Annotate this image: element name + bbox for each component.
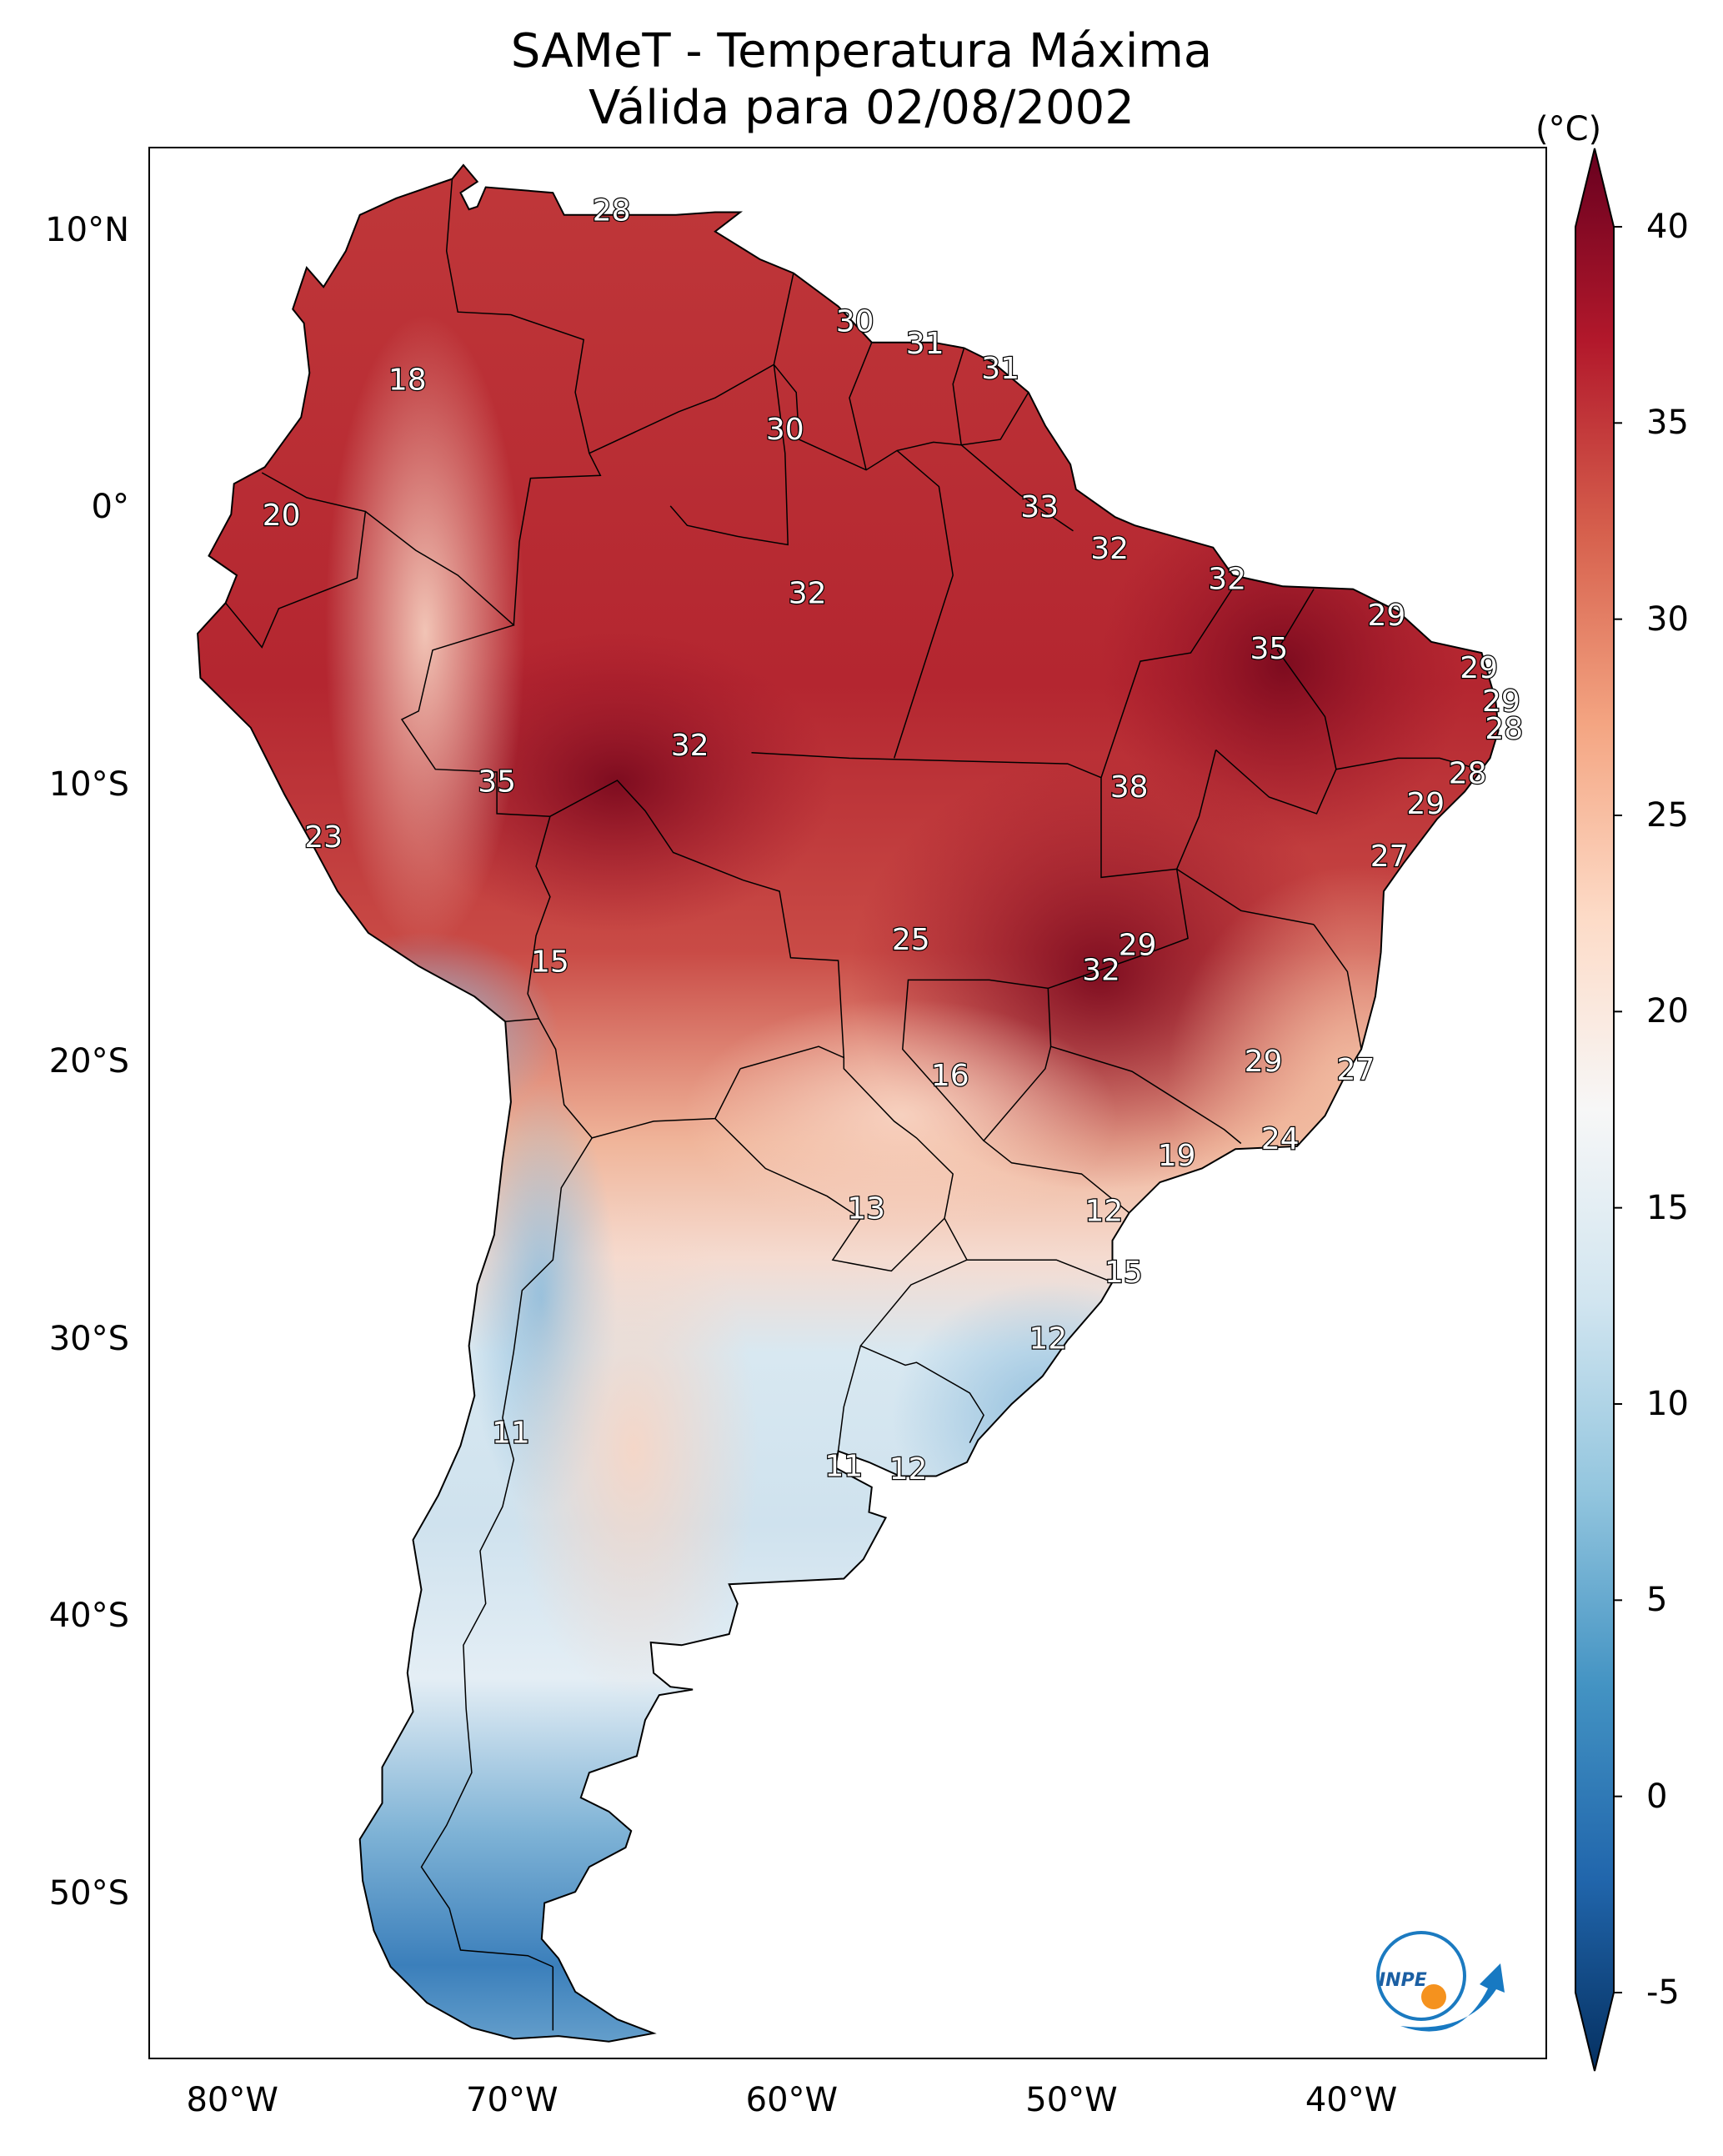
border-line bbox=[1313, 924, 1362, 1050]
temperature-label: 35 bbox=[478, 765, 516, 799]
longitude-tick-label: 50°W bbox=[1025, 2081, 1118, 2119]
colorbar bbox=[1575, 148, 1622, 2072]
border-line bbox=[669, 364, 789, 546]
colorbar-tick-label: 5 bbox=[1646, 1581, 1668, 1620]
border-line bbox=[1047, 869, 1242, 1145]
border-line bbox=[849, 342, 873, 470]
temperature-label: 11 bbox=[824, 1450, 863, 1484]
temperature-label: 12 bbox=[1084, 1195, 1123, 1229]
colorbar-unit: (°C) bbox=[1535, 110, 1602, 148]
temperature-label: 15 bbox=[531, 945, 569, 979]
country-borders bbox=[225, 178, 1480, 2031]
temperature-label: 31 bbox=[906, 327, 944, 361]
map-subtitle: Válida para 02/08/2002 bbox=[589, 81, 1134, 135]
temperature-label: 12 bbox=[1029, 1322, 1067, 1356]
temperature-label: 29 bbox=[1245, 1045, 1283, 1079]
temperature-label: 29 bbox=[1367, 599, 1405, 633]
inpe-logo: INPE bbox=[1376, 1931, 1505, 2032]
border-line bbox=[1335, 757, 1480, 770]
temperature-label: 31 bbox=[981, 352, 1019, 386]
temperature-label: 24 bbox=[1261, 1122, 1300, 1156]
border-line bbox=[364, 510, 550, 817]
temperature-label: 30 bbox=[836, 305, 874, 339]
border-line bbox=[549, 780, 845, 1070]
latitude-tick-label: 10°N bbox=[45, 210, 129, 249]
temperature-label: 28 bbox=[1485, 712, 1523, 746]
temperature-label: 11 bbox=[492, 1416, 530, 1451]
temperature-label: 12 bbox=[889, 1452, 928, 1487]
latitude-tick-label: 0° bbox=[91, 488, 129, 527]
temperature-label: 25 bbox=[892, 923, 930, 957]
border-line bbox=[893, 449, 954, 759]
longitude-tick-label: 60°W bbox=[745, 2081, 839, 2119]
border-line bbox=[983, 1140, 1130, 1214]
map-panel: 28 30 31 31 18 30 20 33 32 32 32 29 35 29 29 28 32 35 38 28… bbox=[148, 147, 1547, 2059]
border-line bbox=[960, 444, 1074, 532]
temperature-label: 28 bbox=[593, 194, 631, 228]
temperature-label: 32 bbox=[671, 729, 709, 763]
temperature-label: 38 bbox=[1110, 770, 1149, 805]
temperature-label: 30 bbox=[766, 413, 804, 447]
border-line bbox=[714, 1057, 954, 1272]
latitude-tick-label: 40°S bbox=[48, 1597, 129, 1636]
border-line bbox=[1100, 574, 1242, 778]
border-line bbox=[225, 472, 367, 649]
latitude-tick-label: 50°S bbox=[48, 1873, 129, 1913]
temperature-label: 35 bbox=[1250, 632, 1288, 666]
temperature-label: 29 bbox=[1406, 787, 1445, 821]
colorbar-tick-label: 0 bbox=[1646, 1777, 1668, 1816]
temperature-label: 32 bbox=[789, 576, 827, 610]
temperature-label: 29 bbox=[1482, 684, 1520, 719]
temperature-label: 27 bbox=[1336, 1053, 1375, 1087]
longitude-tick-label: 70°W bbox=[466, 2081, 558, 2119]
map-title: SAMeT - Temperatura Máxima bbox=[510, 24, 1213, 78]
temperature-label: 19 bbox=[1158, 1139, 1196, 1173]
longitude-tick-label: 80°W bbox=[186, 2081, 278, 2119]
temperature-label: 32 bbox=[1090, 532, 1129, 566]
temperature-label: 33 bbox=[1020, 490, 1059, 524]
border-line bbox=[952, 348, 965, 445]
border-line bbox=[902, 979, 1052, 1142]
inpe-logo-text: INPE bbox=[1379, 1970, 1427, 1991]
border-line bbox=[445, 178, 602, 625]
colorbar-tick-label: 25 bbox=[1646, 796, 1689, 835]
temperature-label: 32 bbox=[1082, 953, 1120, 987]
temperature-field bbox=[198, 164, 1499, 2042]
border-line bbox=[860, 1345, 984, 1443]
latitude-tick-label: 20°S bbox=[48, 1042, 129, 1081]
temperature-label: 27 bbox=[1370, 840, 1409, 874]
colorbar-tick-label: -5 bbox=[1646, 1973, 1680, 2012]
latitude-tick-label: 10°S bbox=[48, 765, 129, 804]
border-line bbox=[751, 752, 1102, 779]
border-line bbox=[420, 1137, 593, 1968]
border-line bbox=[589, 273, 794, 454]
temperature-label: 18 bbox=[388, 363, 427, 397]
temperature-label: 32 bbox=[1208, 563, 1246, 597]
colorbar-tick-label: 35 bbox=[1646, 404, 1689, 443]
temperature-label: 20 bbox=[263, 499, 301, 533]
colorbar-tick-label: 30 bbox=[1646, 599, 1689, 639]
colorbar-tick-label: 20 bbox=[1646, 992, 1689, 1031]
colorbar-tick-label: 40 bbox=[1646, 208, 1689, 246]
border-line bbox=[837, 1217, 969, 1452]
temperature-label: 13 bbox=[847, 1191, 885, 1226]
colorbar-tick-label: 15 bbox=[1646, 1188, 1689, 1227]
colorbar-tick-label: 10 bbox=[1646, 1385, 1689, 1423]
temperature-label: 16 bbox=[931, 1059, 969, 1093]
coastline bbox=[197, 163, 1500, 2043]
latitude-tick-label: 30°S bbox=[48, 1319, 129, 1358]
longitude-tick-label: 40°W bbox=[1305, 2081, 1398, 2119]
temperature-label: 28 bbox=[1449, 756, 1487, 790]
temperature-label: 23 bbox=[304, 820, 343, 855]
temperature-label: 15 bbox=[1104, 1256, 1143, 1290]
border-line bbox=[967, 1259, 1113, 1283]
temperature-label: 29 bbox=[1460, 651, 1498, 685]
temperature-label: 29 bbox=[1119, 929, 1157, 963]
border-line bbox=[1176, 868, 1315, 925]
